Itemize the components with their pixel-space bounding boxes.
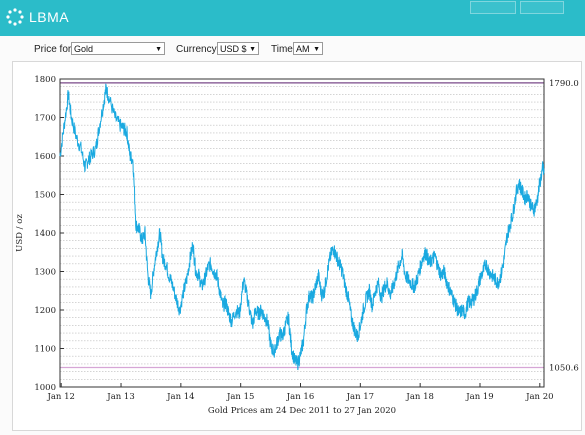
- x-tick-label: Jan 13: [106, 392, 134, 402]
- y-tick-label: 1800: [34, 75, 56, 85]
- y-tick-label: 1200: [34, 306, 56, 316]
- x-tick-label: Jan 15: [226, 392, 254, 402]
- gold-price-chart: 1000 1100 1200 1300 1400 1500 1600 1700 1800 Jan…: [15, 75, 579, 416]
- x-tick-label: Jan 20: [525, 392, 553, 402]
- y-tick-label: 1600: [34, 152, 56, 162]
- x-axis-label: Gold Prices am 24 Dec 2011 to 27 Jan 202…: [208, 406, 396, 416]
- y-tick-label: 1500: [34, 191, 56, 201]
- header-menu-button[interactable]: [470, 1, 516, 14]
- time-label: Time: [271, 44, 293, 55]
- logo-text: LBMA: [29, 9, 70, 25]
- x-tick-label: Jan 17: [346, 392, 374, 402]
- reference-lines: [60, 82, 544, 369]
- x-axis-ticks: Jan 12 Jan 13 Jan 14 Jan 15 Jan 16 Jan 17 Jan …: [46, 383, 554, 402]
- y-tick-label: 1700: [34, 114, 56, 124]
- currency-value: USD $: [220, 44, 247, 54]
- currency-label: Currency: [176, 44, 217, 55]
- currency-select[interactable]: USD $ ▼: [217, 42, 259, 55]
- x-tick-label: Jan 18: [405, 392, 433, 402]
- chart-panel: 1000 1100 1200 1300 1400 1500 1600 1700 1800 Jan…: [12, 61, 582, 431]
- y-tick-label: 1400: [34, 229, 56, 239]
- lbma-logo[interactable]: LBMA: [6, 8, 69, 26]
- x-tick-label: Jan 19: [465, 392, 493, 402]
- price-for-label: Price for: [34, 44, 72, 55]
- time-select[interactable]: AM ▼: [293, 42, 323, 55]
- y-tick-label: 1000: [34, 383, 56, 393]
- y-axis-ticks: 1000 1100 1200 1300 1400 1500 1600 1700 1800: [34, 75, 64, 393]
- x-tick-label: Jan 12: [46, 392, 74, 402]
- chevron-down-icon: ▼: [249, 46, 256, 53]
- x-tick-label: Jan 16: [286, 392, 314, 402]
- lbma-logo-icon: [6, 8, 24, 26]
- x-tick-label: Jan 14: [166, 392, 194, 402]
- price-for-select[interactable]: Gold ▼: [71, 42, 165, 55]
- top-bar: LBMA: [0, 0, 585, 36]
- chart-controls: Price for Gold ▼ Currency USD $ ▼ Time A…: [0, 42, 585, 58]
- y-tick-label: 1300: [34, 268, 56, 278]
- price-for-value: Gold: [74, 44, 94, 54]
- y-axis-label: USD / oz: [15, 214, 25, 252]
- chevron-down-icon: ▼: [155, 46, 162, 53]
- header-menu-button-2[interactable]: [520, 1, 564, 14]
- main-content: Price for Gold ▼ Currency USD $ ▼ Time A…: [0, 36, 585, 435]
- time-value: AM: [296, 44, 310, 54]
- y-tick-label: 1100: [34, 345, 56, 355]
- max-value-label: 1790.0: [549, 79, 579, 89]
- min-value-label: 1050.6: [549, 364, 579, 374]
- chevron-down-icon: ▼: [313, 46, 320, 53]
- price-series-line: [59, 83, 545, 371]
